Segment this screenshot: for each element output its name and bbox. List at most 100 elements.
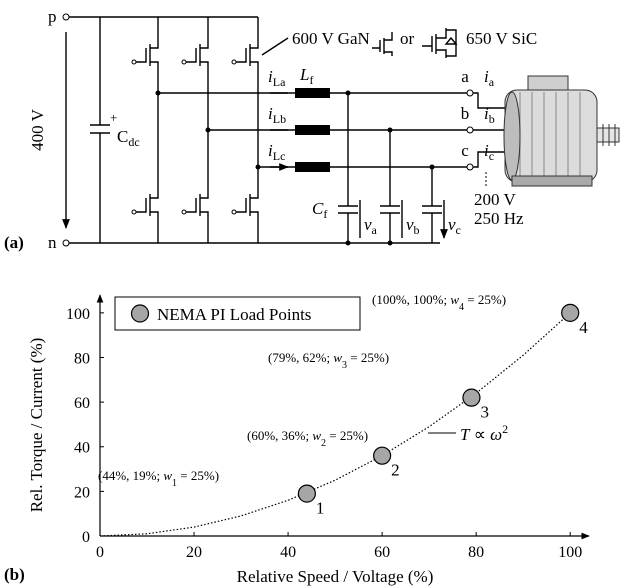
text-part: c [489, 149, 494, 163]
chart: (b) Relative Speed / Voltage (%) Rel. To… [4, 292, 590, 586]
motor-voltage: 200 V [474, 190, 516, 209]
circuit-element [387, 240, 393, 246]
circuit-element [295, 88, 330, 98]
text-part: a [489, 75, 495, 89]
load-point [561, 303, 580, 322]
y-tick-label: 60 [74, 395, 90, 412]
text-part: L [299, 65, 309, 84]
circuit-element [90, 17, 110, 243]
text-part: v [406, 215, 414, 234]
circuit-element [295, 162, 330, 172]
annotation-part: (100%, 100%; [372, 292, 450, 307]
circuit-element [205, 127, 211, 133]
y-tick-label: 40 [74, 440, 90, 457]
text-part: i [268, 141, 273, 160]
circuit-element [602, 124, 616, 146]
y-tick-label: 100 [66, 306, 90, 323]
circuit-diagram: p n (a) 400 V + Cdc 600 V GaN or 650 V S… [4, 7, 620, 252]
text-part: i [268, 104, 273, 123]
circuit-element [270, 92, 288, 167]
y-tick-label: 0 [82, 529, 90, 546]
point-annotation: (79%, 62%; w3 = 25%) [268, 350, 389, 371]
or-label: or [400, 29, 415, 48]
legend-box [114, 296, 361, 331]
text-part: c [456, 223, 461, 237]
text-part: C [117, 127, 128, 146]
inverter-current: iLa [268, 67, 286, 89]
y-axis-label: Rel. Torque / Current (%) [27, 338, 46, 513]
circuit-element [62, 239, 70, 247]
x-tick-label: 60 [374, 544, 390, 561]
inductor-label: Lf [299, 65, 313, 87]
point-label: 2 [391, 461, 400, 480]
point-annotation: (60%, 36%; w2 = 25%) [247, 428, 368, 449]
circuit-element [511, 175, 593, 187]
text-part: i [484, 104, 489, 123]
annotation-part: = 25%) [464, 292, 506, 307]
annotation-part: w [450, 292, 459, 307]
inverter-legs [131, 17, 295, 243]
legend-marker [130, 304, 150, 323]
inverter-current: iLc [268, 141, 285, 163]
annotation-part: 2 [321, 438, 326, 449]
annotation-part: (79%, 62%; [268, 350, 333, 365]
y-tick-label: 80 [74, 350, 90, 367]
y-tick-label: 20 [74, 484, 90, 501]
panel-label: (a) [4, 233, 24, 252]
x-tick-label: 0 [96, 544, 104, 561]
text-part: b [489, 112, 495, 126]
x-axis-label: Relative Speed / Voltage (%) [237, 567, 434, 586]
gan-label: 600 V GaN [292, 29, 370, 48]
circuit-element [345, 90, 351, 96]
text-part: La [273, 75, 286, 89]
text-part: v [364, 215, 372, 234]
circuit-element [466, 89, 474, 97]
circuit-element [255, 164, 261, 170]
text-part: i [268, 67, 273, 86]
circuit-element [181, 189, 209, 221]
terminal-label: c [461, 141, 469, 160]
phase-current: ib [484, 104, 495, 126]
annotation-part: 4 [459, 302, 464, 313]
annotation-part: (44%, 19%; [98, 468, 163, 483]
annotation-part: = 25%) [177, 468, 219, 483]
point-label: 4 [579, 318, 588, 337]
text-part: b [414, 223, 420, 237]
text-part: Lb [273, 112, 286, 126]
circuit-element [131, 189, 159, 221]
gan-symbol [372, 32, 393, 56]
fit-label-part: 2 [502, 422, 508, 436]
circuit-element [466, 163, 474, 171]
circuit-element [261, 37, 289, 56]
point-annotation: (44%, 19%; w1 = 25%) [98, 468, 219, 489]
circuit-element [62, 13, 70, 21]
text-part: C [312, 199, 324, 218]
circuit-element [359, 200, 444, 238]
dc-voltage: 400 V [28, 108, 47, 150]
circuit-element [131, 39, 159, 71]
sic-label: 650 V SiC [466, 29, 537, 48]
load-point [462, 388, 481, 407]
n-label: n [48, 233, 57, 252]
motor-frequency: 250 Hz [474, 209, 524, 228]
circuit-element [473, 92, 505, 168]
text-part: Lc [273, 149, 286, 163]
terminal-label: a [461, 67, 469, 86]
voltage-label: vb [406, 215, 420, 237]
annotation-part: = 25%) [326, 428, 368, 443]
x-tick-label: 20 [186, 544, 202, 561]
text-part: i [484, 141, 489, 160]
annotation-part: w [333, 350, 342, 365]
circuit-element [503, 91, 521, 181]
annotation-part: 1 [172, 478, 177, 489]
filter-cap-label: Cf [312, 199, 327, 221]
point-label: 1 [316, 499, 325, 518]
text-part: i [484, 67, 489, 86]
load-point [297, 484, 316, 503]
text-part: v [448, 215, 456, 234]
fit-label-part: ω [490, 425, 502, 444]
phase-current: ic [484, 141, 494, 163]
x-tick-label: 100 [558, 544, 582, 561]
plus-sign: + [110, 110, 117, 125]
